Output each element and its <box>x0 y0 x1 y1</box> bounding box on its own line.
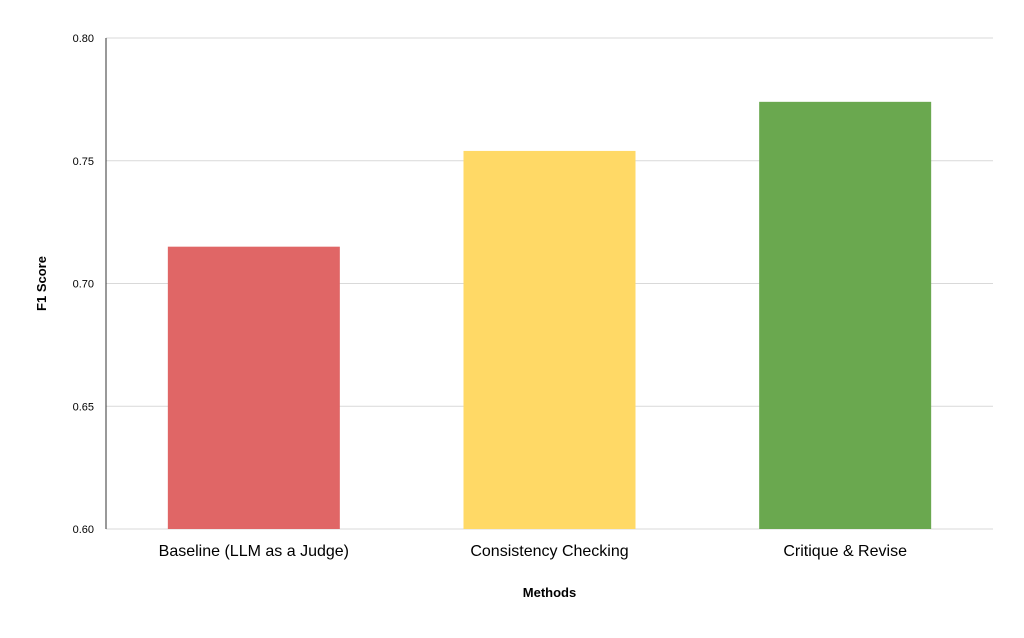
y-axis-title: F1 Score <box>34 256 49 311</box>
x-tick-labels: Baseline (LLM as a Judge) Consistency Che… <box>159 543 907 560</box>
y-tick-label: 0.80 <box>73 33 94 45</box>
bar <box>463 150 636 529</box>
x-tick-label: Critique & Revise <box>783 543 907 560</box>
bars <box>167 101 932 530</box>
y-tick-label: 0.60 <box>73 524 94 536</box>
y-tick-label: 0.70 <box>73 279 94 291</box>
x-tick-label: Consistency Checking <box>470 543 628 560</box>
y-tick-labels: 0.60 0.65 0.70 0.75 0.80 <box>73 33 94 536</box>
y-tick-label: 0.75 <box>73 156 94 168</box>
y-tick-label: 0.65 <box>73 401 94 413</box>
x-axis-title: Methods <box>523 585 576 600</box>
bar <box>759 101 932 529</box>
bar <box>167 246 340 530</box>
x-tick-label: Baseline (LLM as a Judge) <box>159 543 349 560</box>
